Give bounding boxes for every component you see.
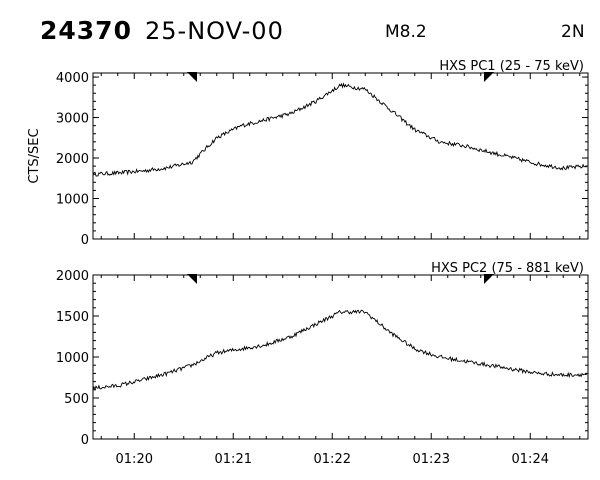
x-tick-label: 01:20 <box>116 452 153 467</box>
y-tick-label: 3000 <box>56 112 89 127</box>
interval-marker <box>187 274 197 284</box>
light-curve-line <box>92 309 588 391</box>
plot-frame <box>92 274 589 440</box>
panel-title: HXS PC1 (25 - 75 keV) <box>439 59 584 74</box>
x-tick-label: 01:23 <box>413 452 450 467</box>
flare-class-label: M8.2 <box>385 22 427 42</box>
light-curve-line <box>92 82 588 177</box>
interval-marker <box>484 72 494 82</box>
x-tick-label: 01:24 <box>512 452 549 467</box>
y-tick-label: 2000 <box>56 269 89 284</box>
y-tick-label: 2000 <box>56 152 89 167</box>
y-tick-label: 0 <box>81 433 89 448</box>
interval-marker <box>484 274 494 284</box>
detector-label: 2N <box>561 22 585 42</box>
y-tick-label: 1500 <box>56 310 89 325</box>
y-tick-label: 1000 <box>56 193 89 208</box>
y-tick-label: 500 <box>64 392 89 407</box>
y-axis-label: CTS/SEC <box>27 128 42 183</box>
y-tick-label: 0 <box>81 233 89 248</box>
observation-id: 24370 <box>40 16 132 45</box>
y-tick-label: 1000 <box>56 351 89 366</box>
x-tick-label: 01:21 <box>215 452 252 467</box>
interval-marker <box>187 72 197 82</box>
panel-pc1: HXS PC1 (25 - 75 keV) CTS/SEC 0 1000 2000 300… <box>27 59 589 248</box>
panel-pc2: HXS PC2 (75 - 881 keV) 0 500 1000 1500 2000 01… <box>56 261 589 467</box>
panel-title: HXS PC2 (75 - 881 keV) <box>431 261 584 276</box>
x-tick-label: 01:22 <box>314 452 351 467</box>
y-tick-label: 4000 <box>56 71 89 86</box>
plot-frame <box>92 72 589 240</box>
observation-date: 25-NOV-00 <box>145 17 284 45</box>
